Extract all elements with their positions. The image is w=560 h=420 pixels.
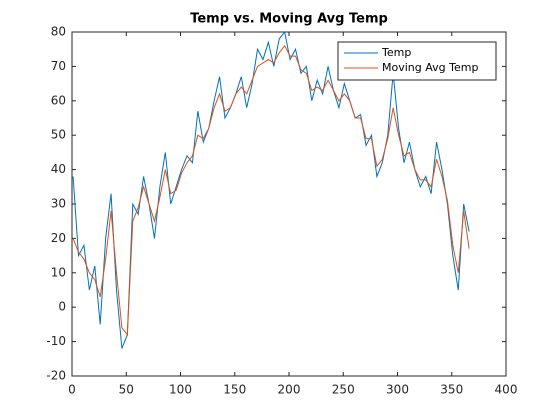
y-tick-label: 50 xyxy=(51,128,66,142)
series-line xyxy=(72,30,470,349)
y-tick-label: 40 xyxy=(51,162,66,176)
y-tick-label: 60 xyxy=(51,93,66,107)
x-tick-label: 400 xyxy=(495,383,518,397)
y-tick-label: 20 xyxy=(51,231,66,245)
y-tick-label: 80 xyxy=(51,25,66,39)
y-tick-label: -10 xyxy=(46,334,66,348)
x-tick-label: 0 xyxy=(68,383,76,397)
x-tick-label: 250 xyxy=(332,383,355,397)
x-tick-label: 350 xyxy=(440,383,463,397)
y-tick-label: 30 xyxy=(51,197,66,211)
x-tick-label: 200 xyxy=(278,383,301,397)
legend-box xyxy=(337,41,497,81)
chart-title: Temp vs. Moving Avg Temp xyxy=(190,12,388,27)
y-tick-label: 10 xyxy=(51,265,66,279)
y-tick-label: 70 xyxy=(51,59,66,73)
y-tick-label: -20 xyxy=(46,369,66,383)
series-line xyxy=(72,44,470,337)
x-tick-label: 300 xyxy=(386,383,409,397)
x-tick-label: 50 xyxy=(119,383,134,397)
x-tick-label: 150 xyxy=(223,383,246,397)
plot-area xyxy=(71,31,507,377)
legend-label: Moving Avg Temp xyxy=(382,61,478,74)
y-tick-label: 0 xyxy=(58,300,66,314)
legend-label: Temp xyxy=(381,46,411,59)
x-tick-label: 100 xyxy=(169,383,192,397)
